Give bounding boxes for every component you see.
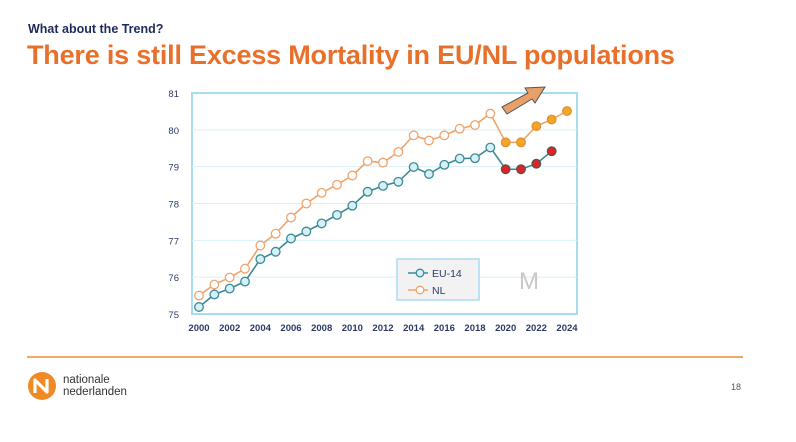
x-tick-label: 2020 — [495, 323, 516, 334]
chart-legend: EU-14 NL — [396, 258, 480, 301]
data-point — [224, 272, 235, 283]
data-point — [562, 106, 572, 116]
footer-divider — [27, 356, 743, 358]
data-point — [362, 156, 373, 167]
data-point — [255, 254, 266, 265]
data-point — [347, 170, 358, 181]
data-point — [347, 200, 358, 211]
data-point — [332, 179, 342, 190]
trend-arrow-icon — [501, 86, 546, 115]
data-point — [286, 233, 296, 244]
data-point — [209, 279, 220, 290]
data-point — [240, 263, 250, 274]
x-tick-label: 2004 — [250, 323, 272, 334]
data-point — [270, 246, 281, 257]
data-point — [209, 289, 220, 300]
nn-logo-icon — [28, 372, 56, 400]
data-point — [194, 302, 204, 312]
data-point — [408, 130, 419, 141]
data-point — [531, 121, 542, 132]
y-tick-label: 80 — [168, 126, 179, 137]
data-point — [255, 240, 266, 251]
data-point — [500, 164, 511, 175]
x-tick-label: 2014 — [403, 323, 425, 334]
x-tick-label: 2024 — [556, 323, 578, 334]
data-point — [316, 187, 327, 198]
data-point — [470, 120, 480, 130]
data-point — [301, 226, 312, 237]
data-point — [286, 212, 296, 223]
data-point — [270, 228, 281, 239]
legend-swatch-marker — [415, 285, 425, 295]
data-point — [301, 198, 312, 209]
data-point — [470, 153, 480, 164]
data-point — [516, 164, 526, 175]
nn-logo: nationale nederlanden — [27, 371, 127, 401]
data-point — [485, 142, 496, 153]
x-tick-label: 2016 — [434, 323, 455, 334]
data-point — [546, 146, 557, 157]
logo-text-line2: nederlanden — [63, 386, 127, 398]
x-tick-label: 2002 — [219, 323, 240, 334]
slide-title: There is still Excess Mortality in EU/NL… — [27, 40, 675, 70]
data-point — [424, 135, 434, 146]
x-tick-label: 2000 — [188, 323, 209, 334]
x-tick-label: 2010 — [342, 323, 363, 334]
data-point — [240, 276, 250, 287]
x-tick-label: 2008 — [311, 323, 332, 334]
y-tick-label: 81 — [168, 89, 179, 100]
data-point — [485, 108, 496, 119]
logo-text-line1: nationale — [63, 374, 110, 386]
data-point — [316, 218, 327, 229]
y-tick-label: 76 — [168, 273, 179, 284]
data-point — [194, 290, 204, 301]
data-point — [439, 159, 450, 170]
data-point — [362, 186, 373, 197]
y-tick-label: 79 — [168, 163, 179, 174]
y-tick-label: 78 — [168, 200, 179, 211]
y-tick-label: 75 — [168, 310, 179, 321]
data-point — [332, 209, 342, 220]
data-point — [546, 114, 557, 125]
legend-box — [396, 258, 480, 301]
data-point — [424, 169, 434, 179]
legend-label: EU-14 — [432, 268, 462, 280]
data-point — [531, 158, 542, 169]
watermark-m: M — [519, 268, 539, 295]
data-point — [378, 180, 388, 191]
data-point — [439, 130, 450, 141]
data-point — [224, 283, 235, 294]
x-tick-label: 2018 — [464, 323, 485, 334]
data-point — [378, 157, 388, 168]
legend-label: NL — [432, 285, 446, 297]
data-point — [408, 162, 419, 172]
x-tick-label: 2022 — [526, 323, 547, 334]
x-tick-label: 2012 — [372, 323, 393, 334]
data-point — [516, 137, 526, 148]
y-tick-label: 77 — [168, 236, 179, 247]
slide-kicker: What about the Trend? — [28, 22, 164, 36]
legend-swatch-marker — [415, 268, 425, 278]
x-tick-label: 2006 — [280, 323, 301, 334]
data-point — [393, 176, 404, 187]
data-point — [454, 153, 465, 164]
data-point — [454, 123, 465, 134]
page-number: 18 — [731, 382, 742, 392]
data-point — [500, 137, 511, 148]
data-point — [393, 146, 404, 157]
